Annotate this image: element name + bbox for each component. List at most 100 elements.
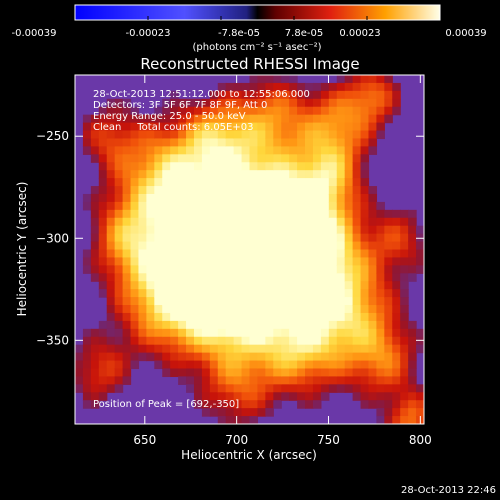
heatmap-cell xyxy=(312,106,322,116)
heatmap-cell xyxy=(114,122,124,132)
heatmap-cell xyxy=(376,209,385,219)
heatmap-cell xyxy=(336,75,346,84)
heatmap-cell xyxy=(297,297,306,306)
heatmap-cell xyxy=(106,376,116,385)
heatmap-cell xyxy=(305,138,314,147)
heatmap-cell xyxy=(344,297,354,306)
heatmap-cell xyxy=(360,146,370,155)
heatmap-cell xyxy=(201,336,211,346)
heatmap-cell xyxy=(114,130,124,140)
heatmap-cell xyxy=(249,241,259,251)
heatmap-cell xyxy=(90,201,100,211)
heatmap-cell xyxy=(408,392,417,401)
heatmap-cell xyxy=(312,400,322,409)
heatmap-cell xyxy=(122,122,132,132)
heatmap-cell xyxy=(320,217,330,227)
heatmap-cell xyxy=(106,249,116,259)
heatmap-cell xyxy=(384,257,393,266)
heatmap-cell xyxy=(257,225,266,235)
heatmap-cell xyxy=(249,257,259,266)
heatmap-cell xyxy=(368,265,378,274)
heatmap-cell xyxy=(265,281,274,290)
heatmap-cell xyxy=(138,265,147,274)
heatmap-cell xyxy=(289,360,298,370)
heatmap-cell xyxy=(400,384,409,393)
heatmap-cell xyxy=(186,289,195,298)
heatmap-cell xyxy=(281,98,290,108)
heatmap-cell xyxy=(336,297,346,306)
heatmap-cell xyxy=(122,178,132,187)
heatmap-cell xyxy=(328,344,338,354)
heatmap-cell xyxy=(193,344,203,354)
heatmap-cell xyxy=(138,336,147,346)
heatmap-cell xyxy=(360,328,370,338)
heatmap-cell xyxy=(336,328,346,338)
heatmap-cell xyxy=(241,162,251,171)
heatmap-cell xyxy=(249,305,259,314)
heatmap-cell xyxy=(289,186,298,195)
y-tick-label: −350 xyxy=(36,333,69,347)
heatmap-cell xyxy=(201,193,211,203)
heatmap-cell xyxy=(114,257,124,266)
heatmap-cell xyxy=(162,178,171,187)
heatmap-cell xyxy=(368,376,378,385)
heatmap-cell xyxy=(368,186,378,195)
heatmap-cell xyxy=(186,114,195,124)
heatmap-cell xyxy=(217,106,227,116)
heatmap-cell xyxy=(376,265,385,274)
heatmap-cell xyxy=(376,376,385,385)
heatmap-cell xyxy=(98,138,108,147)
heatmap-cell xyxy=(178,352,187,362)
heatmap-cell xyxy=(297,312,306,322)
heatmap-cell xyxy=(344,138,354,147)
heatmap-cell xyxy=(217,400,227,409)
heatmap-cell xyxy=(170,233,179,243)
heatmap-cell xyxy=(305,193,314,203)
heatmap-cell xyxy=(281,201,290,211)
heatmap-cell xyxy=(392,305,401,314)
heatmap-cell xyxy=(75,368,84,378)
heatmap-cell xyxy=(170,130,179,140)
heatmap-cell xyxy=(376,225,385,235)
heatmap-cell xyxy=(178,170,187,179)
heatmap-cell xyxy=(249,162,259,171)
heatmap-cell xyxy=(146,328,155,338)
heatmap-cell xyxy=(273,336,282,346)
heatmap-cell xyxy=(376,90,385,100)
heatmap-cell xyxy=(193,209,203,219)
heatmap-cell xyxy=(249,289,259,298)
heatmap-cell xyxy=(193,241,203,251)
heatmap-cell xyxy=(122,186,132,195)
heatmap-cell xyxy=(90,225,100,235)
heatmap-cell xyxy=(241,328,251,338)
heatmap-cell xyxy=(289,209,298,219)
heatmap-cell xyxy=(106,281,116,290)
heatmap-cell xyxy=(90,193,100,203)
heatmap-cell xyxy=(162,368,171,378)
heatmap-cell xyxy=(154,106,163,116)
heatmap-cell xyxy=(217,170,227,179)
heatmap-cell xyxy=(305,305,314,314)
heatmap-cell xyxy=(122,257,132,266)
heatmap-cell xyxy=(217,209,227,219)
heatmap-cell xyxy=(225,225,235,235)
heatmap-cell xyxy=(138,217,147,227)
heatmap-cell xyxy=(328,384,338,393)
heatmap-cell xyxy=(249,352,259,362)
heatmap-cell xyxy=(98,170,108,179)
heatmap-cell xyxy=(106,312,116,322)
heatmap-cell xyxy=(201,320,211,330)
heatmap-cell xyxy=(98,289,108,298)
heatmap-cell xyxy=(170,360,179,370)
heatmap-cell xyxy=(305,249,314,259)
heatmap-cell xyxy=(217,376,227,385)
heatmap-cell xyxy=(138,154,147,163)
heatmap-cell xyxy=(225,154,235,163)
heatmap-cell xyxy=(201,122,211,132)
heatmap-cell xyxy=(257,114,266,124)
heatmap-cell xyxy=(249,273,259,282)
heatmap-cell xyxy=(193,400,203,409)
heatmap-cell xyxy=(138,122,147,132)
heatmap-cell xyxy=(249,186,259,195)
heatmap-cell xyxy=(265,344,274,354)
